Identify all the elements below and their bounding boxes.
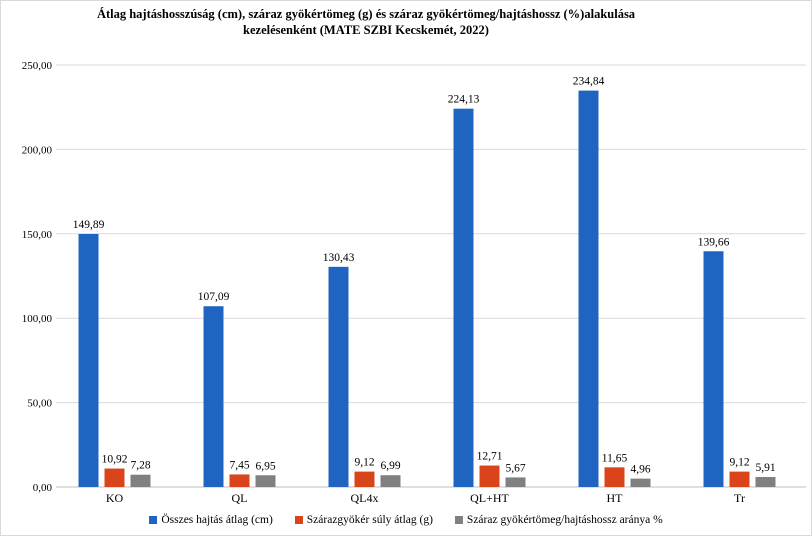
y-tick-label: 200,00	[22, 144, 53, 156]
data-label: 10,92	[102, 454, 128, 466]
legend-item: Összes hajtás átlag (cm)	[149, 514, 273, 526]
legend-item: Száraz gyökértömeg/hajtáshossz aránya %	[454, 514, 663, 526]
bar-tr-series-2	[729, 471, 750, 487]
y-tick-label: 250,00	[22, 60, 53, 72]
legend-label: Összes hajtás átlag (cm)	[161, 514, 273, 526]
bar-ql-ht-series-3	[505, 477, 526, 487]
bar-ql-ht-series-2	[479, 465, 500, 487]
bar-ht-series-2	[604, 467, 625, 487]
legend-swatch	[454, 516, 463, 524]
data-label: 7,45	[229, 459, 249, 471]
y-axis: 0,00 50,00 100,00 150,00 200,00 250,00	[22, 60, 53, 494]
data-label: 4,96	[630, 464, 650, 476]
bar-ko-series-2	[104, 468, 125, 487]
legend-swatch	[294, 516, 303, 524]
data-label: 149,89	[73, 219, 105, 231]
y-tick-label: 150,00	[22, 229, 53, 241]
legend-label: Száraz gyökértömeg/hajtáshossz aránya %	[466, 514, 663, 526]
data-label: 12,71	[477, 451, 503, 463]
data-label: 9,12	[729, 457, 749, 469]
bar-ql-series-3	[255, 475, 276, 487]
bar-ql-series-1	[203, 306, 224, 487]
data-label: 5,67	[505, 462, 525, 474]
bar-ql-ht-series-1	[453, 108, 474, 488]
legend-label: Szárazgyökér súly átlag (g)	[306, 514, 433, 526]
legend-item: Szárazgyökér súly átlag (g)	[294, 514, 433, 526]
data-label: 6,99	[380, 460, 400, 472]
bar-ql-series-2	[229, 474, 250, 487]
data-label: 7,28	[130, 460, 150, 472]
bar-ko-series-1	[78, 233, 99, 487]
bar-tr-series-3	[755, 477, 776, 487]
bar-tr-series-1	[703, 251, 724, 487]
x-axis: KO QL QL4x QL+HT HT Tr	[106, 491, 745, 505]
chart-title: Átlag hajtáshosszúság (cm), száraz gyöké…	[86, 6, 646, 38]
chart-title-line2: kezelésenként (MATE SZBI Kecskemét, 2022…	[243, 23, 489, 37]
y-tick-label: 100,00	[22, 313, 53, 325]
legend: Összes hajtás átlag (cm) Szárazgyökér súl…	[0, 514, 812, 526]
y-tick-label: 0,00	[33, 482, 53, 494]
bar-ko-series-3	[130, 474, 151, 487]
data-label: 234,84	[573, 76, 605, 88]
category-label: QL4x	[351, 491, 379, 505]
bar-ql4x-series-3	[380, 475, 401, 487]
data-label: 139,66	[698, 236, 730, 248]
data-labels: 149,89 10,927,28 107,09 7,45 6,95 130,43 9,12 6…	[73, 76, 776, 476]
category-label: QL	[232, 491, 248, 505]
category-label: KO	[106, 491, 124, 505]
chart-title-line1: Átlag hajtáshosszúság (cm), száraz gyöké…	[96, 7, 636, 21]
bar-ht-series-1	[578, 90, 599, 487]
legend-swatch	[149, 516, 158, 524]
y-tick-label: 50,00	[27, 398, 52, 410]
data-label: 5,91	[755, 462, 775, 474]
data-label: 224,13	[448, 94, 480, 106]
data-label: 9,12	[354, 457, 374, 469]
bar-ht-series-3	[630, 478, 651, 487]
category-label: Tr	[734, 491, 745, 505]
bar-ql4x-series-1	[328, 266, 349, 487]
data-label: 6,95	[255, 460, 275, 472]
bar-ql4x-series-2	[354, 471, 375, 487]
data-label: 130,43	[323, 252, 355, 264]
category-label: HT	[607, 491, 624, 505]
grid-lines	[56, 64, 806, 488]
bars	[78, 90, 776, 488]
data-label: 11,65	[602, 452, 628, 464]
data-label: 107,09	[198, 291, 230, 303]
category-label: QL+HT	[470, 491, 509, 505]
